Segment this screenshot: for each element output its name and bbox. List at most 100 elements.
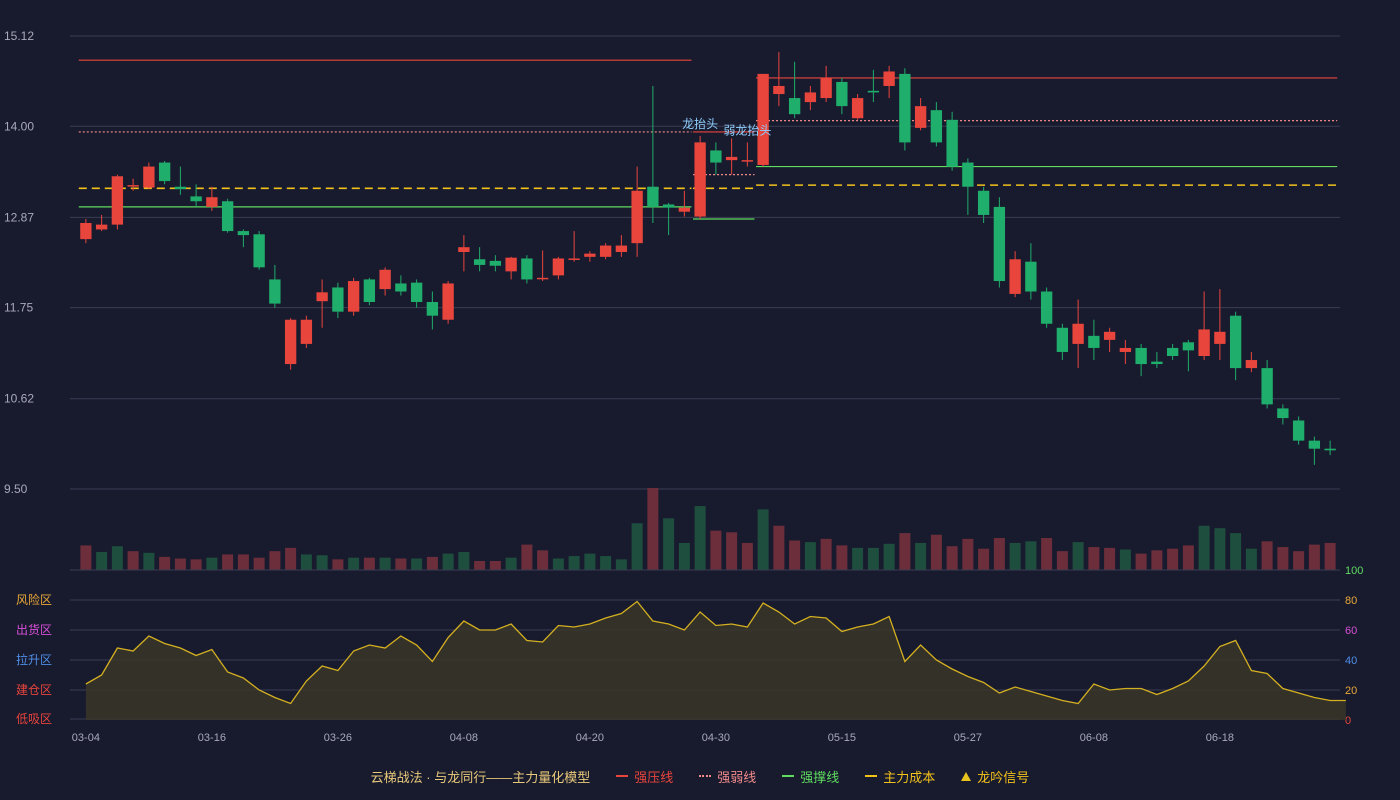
volume-bar bbox=[568, 556, 580, 570]
strong-pressure-swatch bbox=[616, 775, 629, 777]
date-tick-label: 03-04 bbox=[72, 732, 100, 744]
volume-bar bbox=[521, 544, 533, 570]
volume-bar bbox=[363, 557, 375, 570]
candle-body bbox=[1166, 347, 1179, 357]
volume-bar bbox=[1308, 544, 1320, 570]
volume-bar bbox=[285, 547, 297, 570]
candle-body bbox=[253, 234, 265, 268]
candle-body bbox=[1056, 327, 1069, 352]
candle-body bbox=[914, 106, 927, 128]
volume-bar bbox=[159, 556, 171, 570]
volume-bar bbox=[426, 556, 438, 570]
legend-signal[interactable]: 龙吟信号 bbox=[961, 767, 1029, 786]
volume-bar bbox=[332, 559, 344, 570]
candle-body bbox=[489, 260, 502, 266]
candle-body bbox=[284, 319, 297, 365]
candle-body bbox=[143, 166, 155, 188]
legend-support[interactable]: 强撑线 bbox=[782, 767, 839, 786]
volume-bar bbox=[600, 556, 612, 570]
volume-bar bbox=[993, 538, 1005, 570]
indicator-area bbox=[85, 601, 1346, 720]
candle-body bbox=[505, 257, 517, 272]
candle-body bbox=[1151, 361, 1163, 365]
volume-bar bbox=[1293, 551, 1305, 570]
candle-body bbox=[521, 258, 533, 280]
volume-bar bbox=[757, 509, 769, 570]
legend-weak-line[interactable]: 强弱线 bbox=[699, 767, 756, 786]
volume-bar bbox=[946, 546, 958, 570]
candle-body bbox=[694, 142, 706, 217]
date-tick-label: 04-20 bbox=[576, 732, 604, 744]
volume-bar bbox=[883, 543, 895, 570]
candle-body bbox=[1229, 315, 1242, 369]
candle-body bbox=[410, 282, 423, 302]
candle-body bbox=[1103, 331, 1116, 340]
volume-bar bbox=[631, 523, 643, 570]
zone-label: 风险区 bbox=[16, 592, 52, 607]
price-tick-label: 12.87 bbox=[4, 210, 34, 224]
candle-body bbox=[1182, 342, 1195, 351]
volume-bar bbox=[300, 554, 312, 570]
support-swatch bbox=[782, 775, 795, 777]
volume-bar bbox=[1119, 549, 1131, 570]
candle-body bbox=[647, 186, 659, 207]
volume-bar bbox=[615, 559, 627, 570]
candle-body bbox=[615, 245, 628, 253]
candle-body bbox=[568, 258, 580, 260]
candle-body bbox=[1214, 331, 1226, 344]
candle-body bbox=[347, 281, 360, 312]
date-tick-label: 06-08 bbox=[1080, 732, 1108, 744]
volume-bar bbox=[80, 545, 92, 570]
candle-body bbox=[710, 150, 722, 163]
indicator-tick-label: 80 bbox=[1345, 595, 1357, 607]
volume-bar bbox=[96, 551, 108, 570]
volume-bar bbox=[1104, 547, 1116, 570]
candle-body bbox=[1119, 347, 1132, 352]
volume-bar bbox=[348, 557, 360, 570]
candle-body bbox=[332, 287, 344, 312]
candle-body bbox=[316, 292, 328, 302]
chart-canvas: 15.12 14.00 12.87 11.75 10.62 9.50 龙抬头 弱龙抬头风险区出… bbox=[4, 29, 1363, 744]
candle-body bbox=[899, 73, 911, 143]
volume-bar bbox=[978, 548, 990, 570]
candle-body bbox=[363, 279, 376, 302]
zone-label: 拉升区 bbox=[16, 652, 52, 667]
volume-bar bbox=[411, 558, 423, 570]
signal-annotation: 龙抬头 bbox=[682, 117, 718, 131]
volume-bar bbox=[726, 532, 738, 570]
volume-bar bbox=[1182, 545, 1194, 570]
indicator-line bbox=[85, 600, 1346, 705]
candle-body bbox=[1261, 368, 1273, 405]
volume-bar bbox=[584, 553, 596, 570]
volume-bar bbox=[143, 552, 155, 570]
candle-body bbox=[426, 301, 439, 316]
price-tick-label: 11.75 bbox=[4, 301, 33, 315]
candle-body bbox=[300, 319, 313, 344]
weak-line-swatch bbox=[699, 775, 712, 777]
volume-bar bbox=[962, 538, 974, 570]
cost-swatch bbox=[865, 775, 878, 777]
price-tick-label: 15.12 bbox=[4, 29, 34, 43]
volume-bar bbox=[253, 557, 265, 570]
candle-body bbox=[867, 90, 880, 93]
indicator-tick-label: 20 bbox=[1345, 685, 1357, 697]
volume-bar bbox=[1277, 547, 1289, 570]
candle-body bbox=[1277, 408, 1289, 419]
volume-bar bbox=[1025, 541, 1037, 570]
date-tick-label: 04-30 bbox=[702, 732, 730, 744]
volume-bar bbox=[237, 554, 249, 570]
candle-body bbox=[127, 185, 139, 187]
legend-strong-pressure[interactable]: 强压线 bbox=[616, 767, 673, 786]
candle-body bbox=[206, 197, 218, 207]
volume-bar bbox=[899, 533, 911, 570]
candle-body bbox=[1025, 261, 1037, 292]
candle-body bbox=[552, 258, 565, 276]
volume-bar bbox=[127, 551, 139, 570]
candle-body bbox=[95, 224, 108, 230]
volume-bar bbox=[1072, 542, 1084, 570]
candle-body bbox=[190, 196, 202, 202]
legend-cost[interactable]: 主力成本 bbox=[865, 767, 935, 786]
volume-bar bbox=[930, 534, 942, 570]
date-tick-label: 04-08 bbox=[450, 732, 478, 744]
